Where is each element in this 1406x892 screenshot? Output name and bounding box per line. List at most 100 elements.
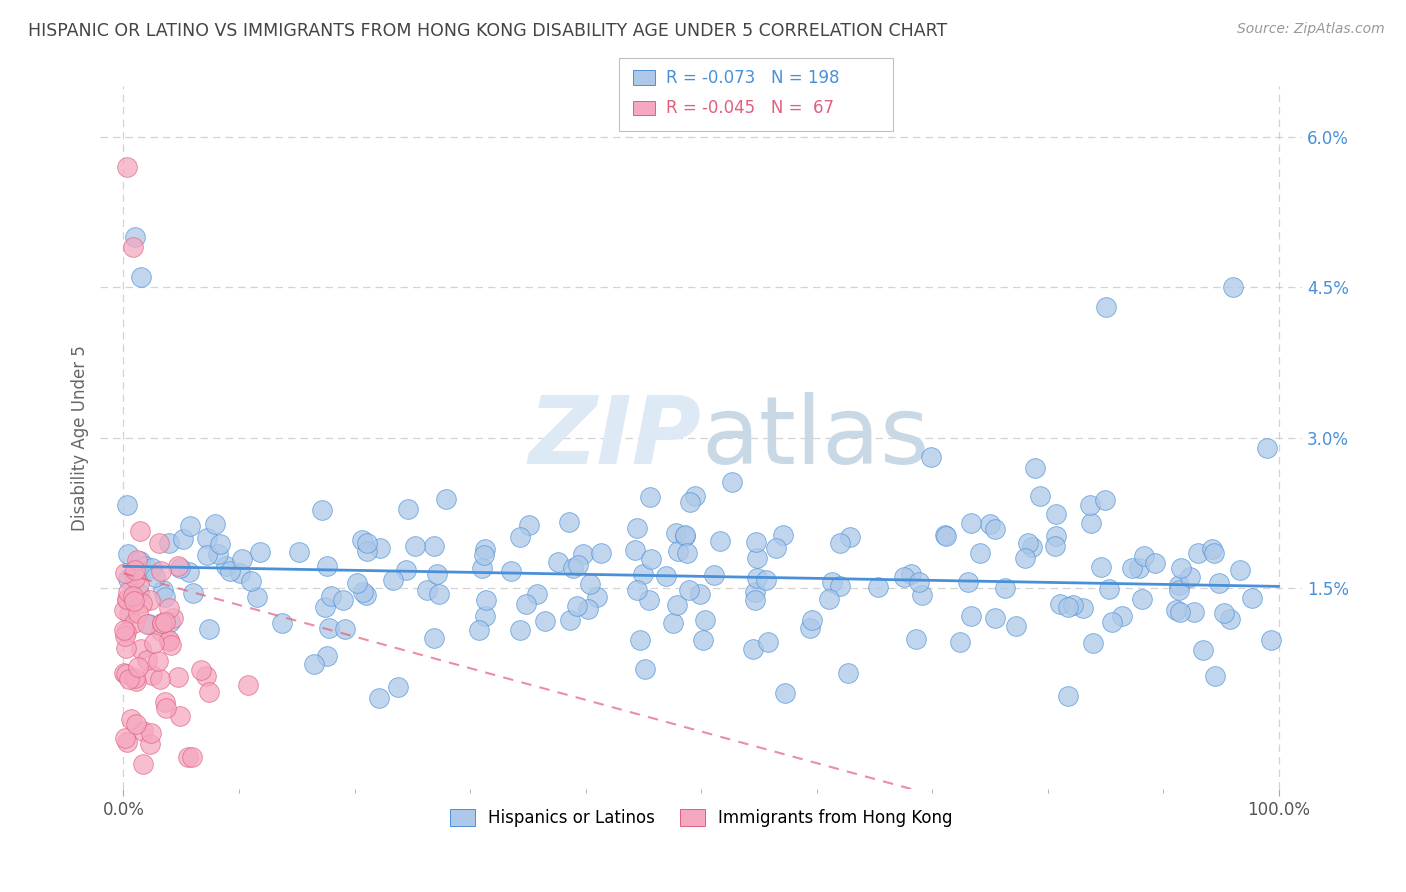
Point <box>150 616 173 631</box>
Point <box>240 574 263 589</box>
Point <box>567 558 589 573</box>
Point <box>818 592 841 607</box>
Point <box>115 160 138 174</box>
Point <box>139 726 162 740</box>
Point <box>1204 668 1226 682</box>
Point <box>755 573 778 587</box>
Point <box>135 652 157 666</box>
Point <box>821 574 844 589</box>
Point <box>139 738 162 752</box>
Point <box>311 503 333 517</box>
Point <box>673 527 696 541</box>
Point <box>745 534 768 549</box>
Point <box>675 546 697 560</box>
Point <box>1021 540 1043 554</box>
Point <box>127 660 149 674</box>
Point <box>112 666 135 681</box>
Point <box>117 498 139 512</box>
Point <box>197 531 219 545</box>
Point <box>177 565 200 579</box>
Point <box>1014 551 1036 566</box>
Text: HISPANIC OR LATINO VS IMMIGRANTS FROM HONG KONG DISABILITY AGE UNDER 5 CORRELATI: HISPANIC OR LATINO VS IMMIGRANTS FROM HO… <box>28 22 948 40</box>
Point <box>959 609 981 624</box>
Point <box>125 717 148 731</box>
Point <box>1182 606 1205 620</box>
Point <box>352 585 374 599</box>
Point <box>509 530 531 544</box>
Point <box>356 543 378 558</box>
Point <box>509 623 531 637</box>
Point <box>1024 461 1046 475</box>
Point <box>138 617 160 632</box>
Point <box>404 539 426 553</box>
Point <box>215 558 238 573</box>
Point <box>1017 536 1039 550</box>
Point <box>1128 561 1150 575</box>
Point <box>115 593 138 607</box>
Point <box>180 750 202 764</box>
Point <box>114 629 136 643</box>
Point <box>302 657 325 671</box>
Point <box>934 528 956 542</box>
Point <box>830 579 852 593</box>
Point <box>1045 529 1067 543</box>
Point <box>801 613 824 627</box>
Point <box>129 270 152 285</box>
Point <box>350 533 373 548</box>
Point <box>423 631 446 645</box>
Point <box>427 587 450 601</box>
Point <box>721 475 744 489</box>
Point <box>638 593 661 607</box>
Point <box>908 574 931 589</box>
Point <box>209 537 232 551</box>
Point <box>900 566 922 581</box>
Point <box>640 552 662 566</box>
Point <box>1121 561 1143 575</box>
Point <box>799 621 821 635</box>
Point <box>626 520 648 534</box>
Point <box>114 624 136 639</box>
Point <box>115 667 138 681</box>
Point <box>839 530 862 544</box>
Point <box>159 601 181 615</box>
Point <box>150 564 173 578</box>
Point <box>1098 582 1121 596</box>
Point <box>141 668 163 682</box>
Point <box>167 559 190 574</box>
Point <box>1049 598 1071 612</box>
Point <box>662 616 685 631</box>
Point <box>1219 612 1241 626</box>
Point <box>1132 592 1154 607</box>
Point <box>935 529 957 543</box>
Point <box>148 654 170 668</box>
Point <box>436 491 458 506</box>
Point <box>1208 576 1230 591</box>
Point <box>124 674 146 689</box>
Point <box>287 545 309 559</box>
Point <box>162 611 184 625</box>
Point <box>959 516 981 530</box>
Point <box>772 528 794 542</box>
Point <box>562 561 585 575</box>
Point <box>148 536 170 550</box>
Point <box>153 695 176 709</box>
Point <box>395 564 418 578</box>
Point <box>828 535 851 549</box>
Point <box>370 541 392 555</box>
Point <box>169 708 191 723</box>
Point <box>150 616 173 631</box>
Point <box>1081 636 1104 650</box>
Point <box>1062 598 1084 612</box>
Point <box>157 632 180 647</box>
Point <box>129 524 152 538</box>
Point <box>423 539 446 553</box>
Point <box>416 582 439 597</box>
Text: R = -0.073   N = 198: R = -0.073 N = 198 <box>666 69 839 87</box>
Point <box>122 594 145 608</box>
Point <box>332 593 354 607</box>
Point <box>920 450 942 464</box>
Point <box>471 561 494 575</box>
Point <box>114 731 136 745</box>
Point <box>773 686 796 700</box>
Point <box>181 586 204 600</box>
